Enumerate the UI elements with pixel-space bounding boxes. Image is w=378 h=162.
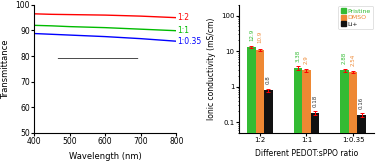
Bar xyxy=(256,50,264,162)
Text: 0.16: 0.16 xyxy=(359,96,364,109)
Legend: Pristine, DMSO, Li+: Pristine, DMSO, Li+ xyxy=(338,6,373,29)
Bar xyxy=(302,70,311,162)
Y-axis label: Transmittance: Transmittance xyxy=(1,39,10,99)
Text: 2.54: 2.54 xyxy=(350,54,356,66)
Text: 3.38: 3.38 xyxy=(296,49,301,62)
Bar xyxy=(264,90,273,162)
Text: 1:0.35: 1:0.35 xyxy=(177,37,201,46)
Text: 0.18: 0.18 xyxy=(313,95,318,107)
Text: 2.9: 2.9 xyxy=(304,55,309,64)
Y-axis label: Ionic conductivity (mS/cm): Ionic conductivity (mS/cm) xyxy=(206,18,215,120)
Bar xyxy=(294,68,302,162)
Text: 1:2: 1:2 xyxy=(177,13,189,22)
Text: 10.9: 10.9 xyxy=(257,31,262,44)
Bar xyxy=(340,70,349,162)
Bar xyxy=(247,47,256,162)
Text: 12.9: 12.9 xyxy=(249,29,254,41)
Text: 2.88: 2.88 xyxy=(342,52,347,64)
Bar xyxy=(349,72,357,162)
X-axis label: Wavelength (nm): Wavelength (nm) xyxy=(69,152,141,161)
Text: chemical
structure: chemical structure xyxy=(71,57,96,68)
Bar xyxy=(357,115,366,162)
Text: 0.8: 0.8 xyxy=(266,75,271,84)
Bar xyxy=(311,113,319,162)
X-axis label: Different PEDOT:sPPO ratio: Different PEDOT:sPPO ratio xyxy=(255,149,358,158)
Text: 1:1: 1:1 xyxy=(177,26,189,35)
